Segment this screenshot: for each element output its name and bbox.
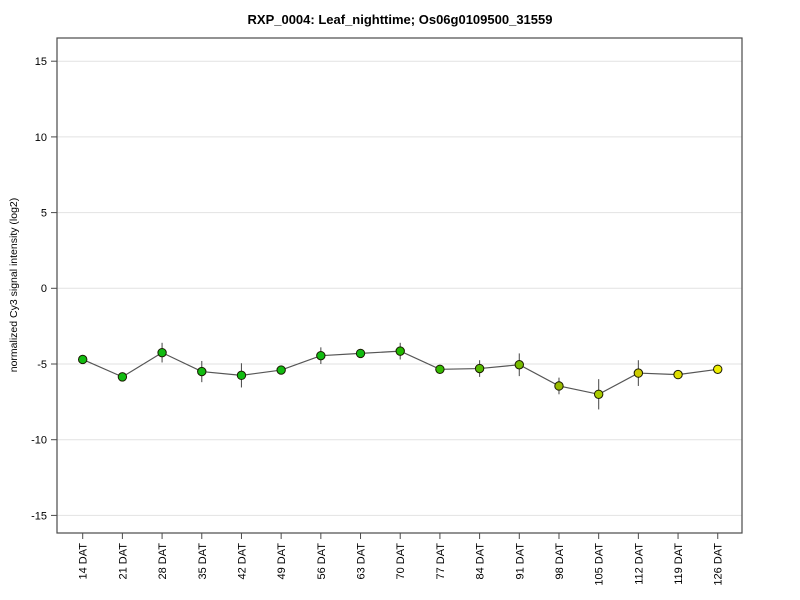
x-tick-label: 119 DAT <box>673 543 685 585</box>
axes: 15 10 5 0 -5 -10 -15 14 DAT 21 DAT 28 DAT 35 DAT 42… <box>31 37 743 586</box>
y-tick-label: 0 <box>41 283 47 295</box>
y-axis-label: normalized Cy3 signal intensity (log2) <box>8 198 20 373</box>
x-tick-label: 28 DAT <box>157 543 169 580</box>
data-point <box>78 354 88 365</box>
data-point <box>673 369 683 380</box>
data-point <box>633 368 644 378</box>
y-tick-label: 5 <box>41 207 47 219</box>
x-tick-label: 105 DAT <box>594 543 606 586</box>
x-tick-label: 126 DAT <box>713 543 725 586</box>
data-point <box>395 346 405 356</box>
y-tick-label: -15 <box>31 510 47 522</box>
data-point <box>514 360 524 370</box>
data-point <box>355 348 366 359</box>
x-tick-label: 56 DAT <box>316 543 328 580</box>
y-tick-label: -5 <box>37 359 47 371</box>
y-tick-label: 10 <box>35 132 47 144</box>
data-point <box>713 364 723 374</box>
data-point <box>117 372 128 382</box>
x-tick-label: 91 DAT <box>514 543 526 580</box>
data-series <box>78 342 723 410</box>
gridlines <box>57 60 742 516</box>
data-point <box>593 389 604 399</box>
x-tick-label: 98 DAT <box>554 543 566 580</box>
data-point <box>197 366 207 377</box>
x-tick-label: 84 DAT <box>475 543 487 580</box>
data-point <box>276 365 286 375</box>
x-tick-label: 77 DAT <box>435 543 447 580</box>
x-tick-label: 14 DAT <box>78 543 90 580</box>
x-tick-label: 42 DAT <box>236 543 248 580</box>
data-point <box>554 381 564 391</box>
data-point <box>316 350 326 361</box>
x-tick-label: 63 DAT <box>356 543 368 580</box>
x-tick-label: 70 DAT <box>395 543 407 580</box>
data-point <box>157 347 167 358</box>
data-point <box>435 364 445 374</box>
data-point <box>474 363 485 374</box>
x-tick-label: 21 DAT <box>117 543 129 580</box>
x-tick-label: 49 DAT <box>276 543 288 580</box>
data-point <box>236 370 247 381</box>
x-tick-label: 35 DAT <box>197 543 209 580</box>
plot-frame <box>56 37 743 534</box>
y-tick-label: 15 <box>35 56 47 68</box>
x-tick-label: 112 DAT <box>633 543 645 585</box>
y-tick-label: -10 <box>31 435 47 447</box>
chart-title: RXP_0004: Leaf_nighttime; Os06g0109500_3… <box>248 12 553 27</box>
